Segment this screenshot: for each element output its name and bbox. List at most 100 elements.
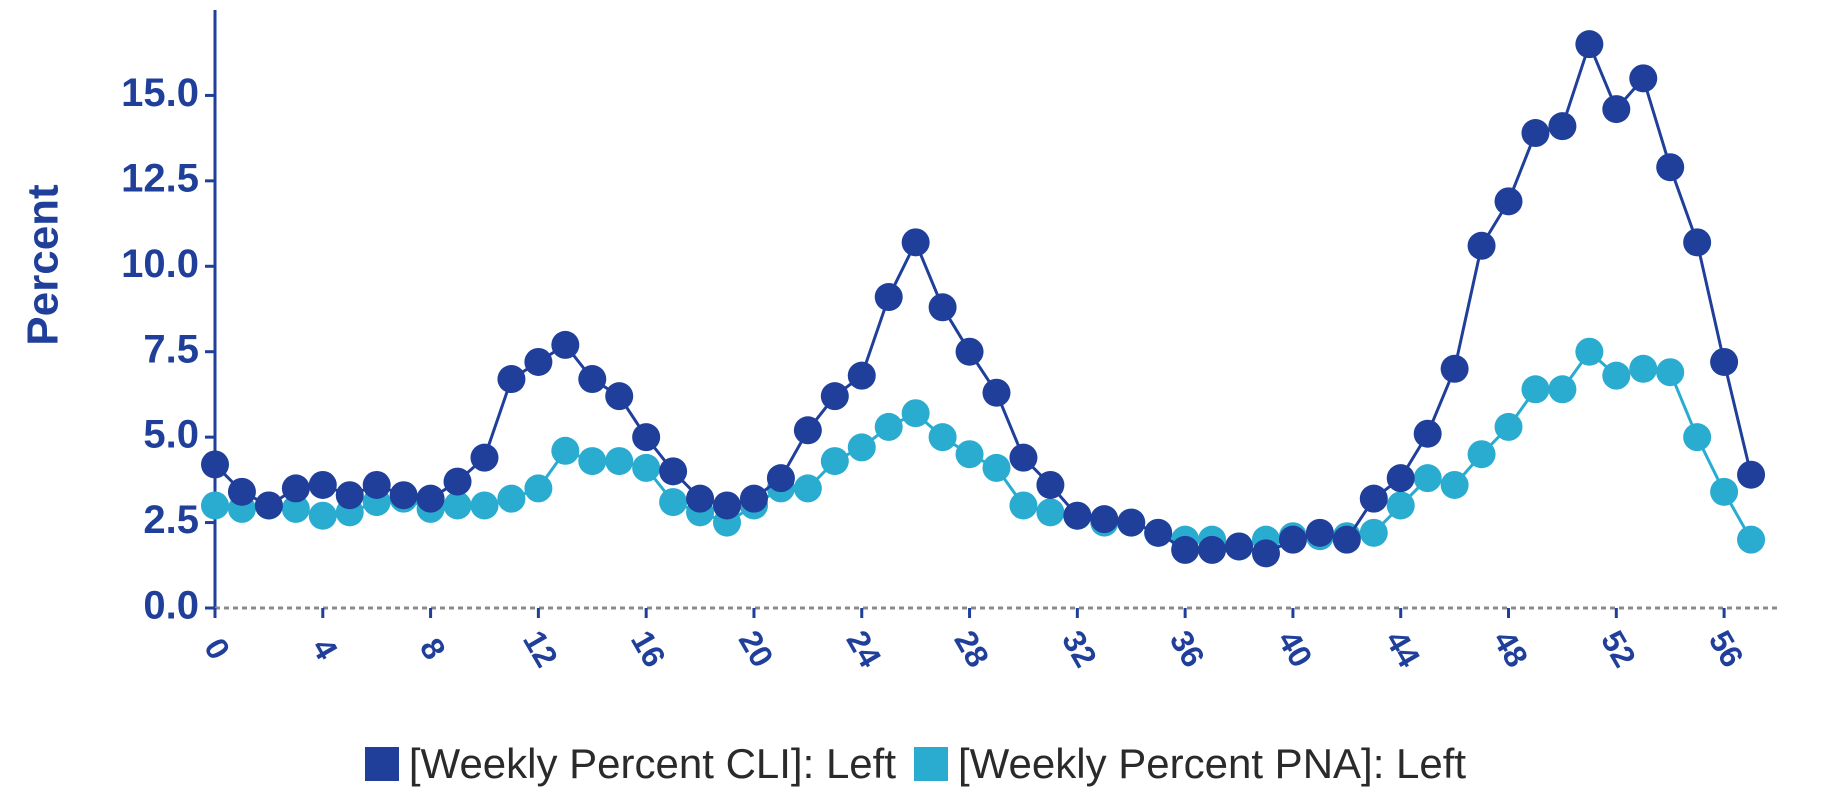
axes: 0.02.55.07.510.012.515.00 4 8 12 16 20 24 28 32 3… (121, 10, 1778, 673)
data-point (632, 453, 661, 482)
data-point (389, 481, 418, 510)
data-point (1386, 491, 1415, 520)
x-tick-label: 4 (305, 632, 345, 666)
data-point (1009, 443, 1038, 472)
y-tick-label: 0.0 (143, 584, 199, 628)
data-point (524, 474, 553, 503)
data-point (416, 484, 445, 513)
data-point (1251, 539, 1280, 568)
data-point (605, 447, 634, 476)
x-tick-label: 40 (1271, 624, 1320, 673)
data-point (1710, 477, 1739, 506)
x-tick-label: 8 (413, 632, 453, 665)
data-point (632, 423, 661, 452)
data-point (335, 481, 364, 510)
data-point (201, 450, 229, 479)
data-point (820, 447, 849, 476)
legend: [Weekly Percent CLI]: Left [Weekly Perce… (0, 740, 1831, 788)
data-point (659, 488, 688, 517)
data-point (1656, 153, 1685, 182)
x-tick-label: 52 (1594, 624, 1643, 673)
data-point (659, 457, 688, 486)
data-point (362, 470, 391, 499)
data-point (470, 491, 499, 520)
data-point (928, 423, 957, 452)
x-tick-label: 44 (1378, 624, 1427, 673)
data-point (1305, 518, 1334, 547)
data-point (1359, 484, 1388, 513)
data-point (308, 501, 337, 530)
data-point (793, 474, 822, 503)
data-point (847, 433, 876, 462)
data-point (1144, 518, 1173, 547)
series-line (214, 349, 1753, 549)
data-point (1575, 30, 1604, 59)
data-point (1683, 228, 1712, 257)
data-point (1737, 460, 1766, 489)
data-point (1737, 525, 1766, 554)
data-point (281, 494, 310, 523)
data-point (605, 382, 634, 411)
data-point (1278, 525, 1307, 554)
data-point (1521, 375, 1550, 404)
x-tick-label: 0 (197, 632, 237, 665)
y-tick-label: 15.0 (121, 71, 199, 115)
data-point (551, 330, 580, 359)
data-point (1386, 464, 1415, 493)
data-point (1359, 518, 1388, 547)
data-point (1117, 508, 1146, 537)
data-point (1090, 505, 1119, 534)
data-point (443, 491, 472, 520)
data-point (739, 484, 768, 513)
data-point (874, 412, 903, 441)
legend-swatch-pna (914, 747, 948, 781)
data-point (982, 453, 1011, 482)
data-point (928, 293, 957, 322)
data-point (1467, 440, 1496, 469)
data-point (254, 491, 283, 520)
y-axis-label: Percent (19, 184, 68, 346)
data-point (1467, 231, 1496, 260)
series-line (213, 39, 1753, 555)
y-tick-label: 7.5 (143, 327, 199, 371)
data-point (1171, 535, 1200, 564)
data-point (1440, 354, 1469, 383)
data-point (524, 347, 553, 376)
data-point (713, 491, 742, 520)
series-0 (201, 30, 1766, 568)
data-point (1683, 423, 1712, 452)
data-point (955, 337, 984, 366)
legend-swatch-cli (364, 747, 399, 781)
y-tick-label: 12.5 (121, 156, 199, 200)
data-point (281, 474, 310, 503)
y-tick-label: 10.0 (121, 242, 199, 286)
data-point (686, 484, 715, 513)
data-point (955, 440, 984, 469)
data-point (201, 491, 229, 520)
data-point (1575, 337, 1604, 366)
data-point (1009, 491, 1038, 520)
data-point (1629, 64, 1658, 93)
data-point (766, 464, 795, 493)
x-tick-label: 16 (624, 624, 673, 673)
data-point (1548, 112, 1577, 141)
x-tick-label: 20 (732, 624, 781, 673)
data-point (227, 477, 256, 506)
data-point (1225, 532, 1254, 561)
data-point (443, 467, 472, 496)
data-point (793, 416, 822, 445)
data-point (901, 228, 930, 257)
y-tick-label: 2.5 (143, 498, 199, 542)
data-point (1494, 187, 1523, 216)
legend-label-cli: [Weekly Percent CLI]: Left (408, 740, 896, 787)
data-point (1602, 95, 1631, 124)
x-tick-label: 24 (839, 624, 888, 673)
y-tick-label: 5.0 (143, 413, 199, 457)
data-point (497, 365, 526, 394)
data-point (578, 447, 607, 476)
x-tick-label: 56 (1702, 624, 1751, 673)
data-point (578, 365, 607, 394)
data-point (1332, 525, 1361, 554)
data-point (470, 443, 499, 472)
data-point (1548, 375, 1577, 404)
